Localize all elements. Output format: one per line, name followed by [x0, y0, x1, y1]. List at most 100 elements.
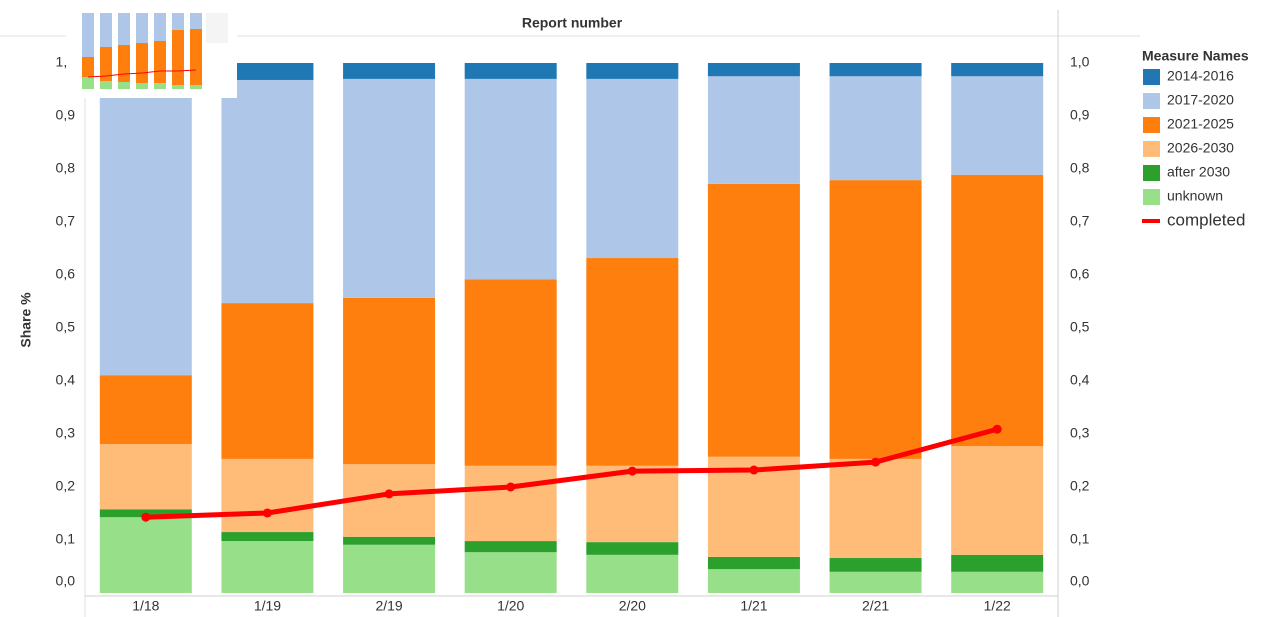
- bar-segment: [829, 76, 922, 181]
- x-tick-label: 1/18: [132, 598, 159, 614]
- y2-tick-label: 0,9: [1070, 107, 1090, 123]
- legend-swatch: [1143, 69, 1160, 85]
- x-tick-label: 2/19: [375, 598, 402, 614]
- bar-segment: [99, 517, 192, 593]
- legend-swatch: [1143, 117, 1160, 133]
- y-tick-label: 0,3: [56, 425, 76, 441]
- bar-segment: [829, 558, 922, 572]
- y2-tick-label: 0,6: [1070, 266, 1090, 282]
- y2-tick-label: 0,1: [1070, 531, 1090, 547]
- bar-segment: [221, 303, 314, 459]
- x-tick-label: 1/21: [740, 598, 767, 614]
- y-tick-label: 0,4: [56, 372, 76, 388]
- legend-label: 2017-2020: [1167, 92, 1234, 108]
- bar-segment: [829, 458, 922, 559]
- y2-tick-label: 0,3: [1070, 425, 1090, 441]
- bar-segment: [221, 541, 314, 593]
- bar-segment: [343, 297, 436, 465]
- bar-segment: [951, 571, 1044, 593]
- line-point: [384, 489, 394, 499]
- bar-segment: [586, 542, 679, 555]
- y-tick-label: 0,9: [56, 107, 76, 123]
- legend-swatch: [1143, 165, 1160, 181]
- bar-segment: [221, 63, 314, 80]
- bar-segment: [707, 76, 800, 184]
- bar-segment: [99, 444, 192, 510]
- legend-label: 2014-2016: [1167, 68, 1234, 84]
- y-tick-label: 0,2: [56, 478, 76, 494]
- line-point: [871, 457, 881, 467]
- y2-tick-label: 0,4: [1070, 372, 1090, 388]
- y-tick-label: 0,7: [56, 213, 76, 229]
- y-tick-label: 0,0: [56, 573, 76, 589]
- x-tick-label: 2/21: [862, 598, 889, 614]
- bar-segment: [951, 554, 1044, 572]
- line-point: [506, 482, 516, 492]
- bar-segment: [221, 532, 314, 542]
- legend-label: completed: [1167, 210, 1245, 229]
- bar-segment: [951, 63, 1044, 77]
- y-tick-label: 0,1: [56, 531, 76, 547]
- line-point: [262, 508, 272, 518]
- y-tick-label: 0,6: [56, 266, 76, 282]
- bar-segment: [707, 569, 800, 593]
- bar-segment: [586, 63, 679, 79]
- y2-tick-label: 1,0: [1070, 54, 1090, 70]
- bar-segment: [343, 78, 436, 298]
- bar-segment: [951, 174, 1044, 447]
- line-point: [141, 512, 151, 522]
- legend-swatch: [1143, 189, 1160, 205]
- bar-segment: [829, 63, 922, 77]
- y-tick-label: 0,8: [56, 160, 76, 176]
- bar-segment: [829, 571, 922, 593]
- bar-segment: [464, 78, 557, 280]
- bar-segment: [951, 76, 1044, 175]
- legend-label: 2021-2025: [1167, 116, 1234, 132]
- bar-segment: [99, 79, 192, 376]
- bar-segment: [707, 183, 800, 457]
- bar-segment: [707, 63, 800, 77]
- bar-segment: [586, 78, 679, 259]
- line: [145, 426, 998, 520]
- bar-segment: [221, 458, 314, 533]
- bar-segment: [464, 541, 557, 553]
- bar-segment: [707, 556, 800, 570]
- bar-segment: [464, 63, 557, 79]
- bar-segment: [586, 465, 679, 543]
- bar-segment: [464, 279, 557, 466]
- bar-segment: [586, 554, 679, 593]
- line-point: [627, 466, 637, 476]
- bar-segment: [586, 258, 679, 466]
- y2-tick-label: 0,2: [1070, 478, 1090, 494]
- x-tick-label: 1/20: [497, 598, 524, 614]
- y2-tick-label: 0,7: [1070, 213, 1090, 229]
- line-point: [992, 424, 1002, 434]
- y2-tick-label: 0,8: [1070, 160, 1090, 176]
- bar-segment: [343, 536, 436, 545]
- legend-label: 2026-2030: [1167, 140, 1234, 156]
- legend-swatch: [1143, 141, 1160, 157]
- bar-segment: [221, 79, 314, 304]
- bar-segment: [99, 375, 192, 445]
- y2-tick-label: 0,5: [1070, 319, 1090, 335]
- y-axis-title: Share %: [18, 292, 34, 348]
- bar-segment: [343, 544, 436, 593]
- bar-segment: [464, 465, 557, 542]
- x-tick-label: 1/19: [254, 598, 281, 614]
- bar-segment: [829, 180, 922, 459]
- line-point: [749, 465, 759, 475]
- bar-segment: [951, 446, 1044, 555]
- y2-tick-label: 0,0: [1070, 573, 1090, 589]
- chart-title: Report number: [522, 15, 623, 31]
- legend-label: after 2030: [1167, 164, 1230, 180]
- thumbnail: [66, 5, 237, 98]
- x-tick-label: 1/22: [984, 598, 1011, 614]
- thumbnail-bars: [82, 13, 228, 89]
- bar-segment: [464, 552, 557, 593]
- legend-title: Measure Names: [1142, 48, 1249, 64]
- legend-swatch: [1143, 93, 1160, 109]
- bar-segment: [343, 63, 436, 79]
- legend-label: unknown: [1167, 188, 1223, 204]
